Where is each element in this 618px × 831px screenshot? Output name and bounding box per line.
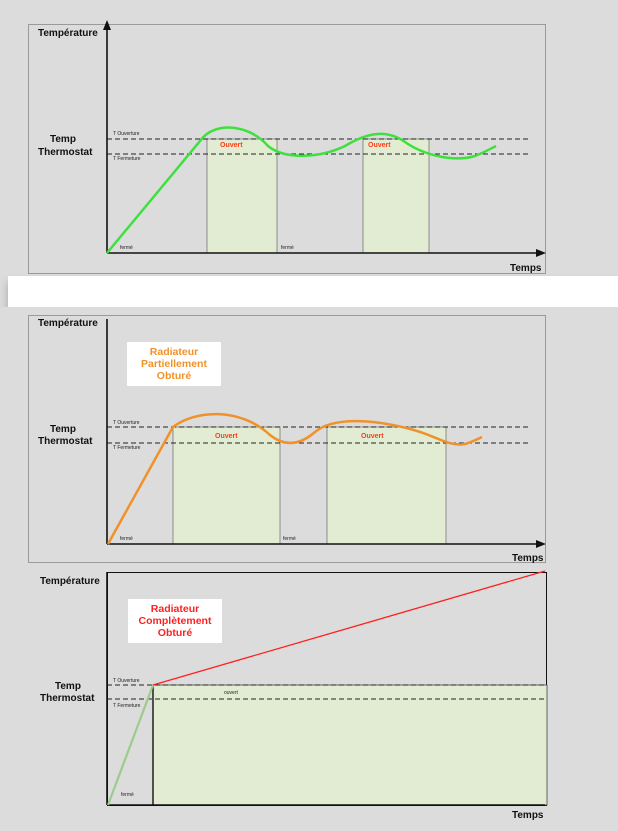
rise-segment: [106, 684, 155, 806]
x-axis-label: Temps: [510, 263, 542, 274]
diagram-svg: Température Temps Temp Thermostat T Ouve…: [38, 20, 546, 274]
scenario-callout: Radiateur Partiellement Obturé: [127, 342, 221, 386]
thermostat-label-line2: Thermostat: [38, 147, 93, 158]
panel-frame: [28, 24, 546, 274]
x-axis-arrow: [536, 249, 546, 257]
thermostat-label-line1: Temp: [55, 681, 81, 692]
closed-label: fermé: [121, 792, 134, 798]
callout-line: Obturé: [157, 627, 193, 639]
open-zone-2: [326, 426, 447, 545]
open-label-2: Ouvert: [368, 142, 391, 149]
open-zone-1: [206, 138, 278, 254]
diagram-panel-blocked: Température Temps Temp Thermostat T Ouve…: [0, 565, 618, 831]
closed-label-1: fermé: [120, 245, 133, 251]
open-zone-2: [362, 138, 430, 254]
scenario-callout: Radiateur Complètement Obturé: [128, 599, 222, 643]
x-axis-label: Temps: [512, 553, 544, 564]
open-label-1: Ouvert: [220, 142, 243, 149]
separator-strip: [8, 276, 618, 307]
open-label-1: Ouvert: [215, 433, 238, 440]
temperature-curve: [106, 412, 483, 545]
thermostat-label-line2: Thermostat: [38, 436, 93, 447]
open-zone-1: [172, 426, 281, 545]
y-axis-label: Température: [38, 318, 98, 329]
t-open-label: T Ouverture: [113, 131, 140, 137]
diagram-panel-normal: Température Temps Temp Thermostat T Ouve…: [0, 0, 618, 276]
x-axis-arrow: [536, 540, 546, 548]
closed-label-2: fermé: [281, 245, 294, 251]
t-open-label: T Ouverture: [113, 420, 140, 426]
panel-frame: [28, 315, 546, 563]
callout-line: Complètement: [138, 615, 212, 627]
t-close-label: T Fermeture: [113, 703, 141, 709]
temperature-curve: [152, 570, 546, 686]
closed-label-1: fermé: [120, 536, 133, 542]
open-label: ouvert: [224, 690, 239, 696]
diagram-panel-partial: Température Temps Temp Thermostat T Ouve…: [0, 307, 618, 565]
y-axis-label: Température: [38, 28, 98, 39]
thermostat-label-line2: Thermostat: [40, 693, 95, 704]
diagram-svg: Température Temps Temp Thermostat T Ouve…: [40, 570, 548, 821]
open-label-2: Ouvert: [361, 433, 384, 440]
callout-line: Obturé: [156, 370, 192, 382]
closed-label-2: fermé: [283, 536, 296, 542]
thermostat-label-line1: Temp: [50, 134, 76, 145]
t-open-label: T Ouverture: [113, 678, 140, 684]
x-axis-label: Temps: [512, 810, 544, 821]
t-close-label: T Fermeture: [113, 445, 141, 451]
thermostat-label-line1: Temp: [50, 424, 76, 435]
callout-line: Partiellement: [141, 358, 207, 370]
callout-line: Radiateur: [150, 603, 200, 615]
t-close-label: T Fermeture: [113, 156, 141, 162]
diagram-svg: Température Temps Temp Thermostat T Ouve…: [38, 318, 546, 564]
y-axis-label: Température: [40, 576, 100, 587]
temperature-curve: [106, 126, 497, 254]
y-axis-arrow: [103, 20, 111, 30]
callout-line: Radiateur: [149, 346, 199, 358]
open-zone: [152, 684, 548, 806]
